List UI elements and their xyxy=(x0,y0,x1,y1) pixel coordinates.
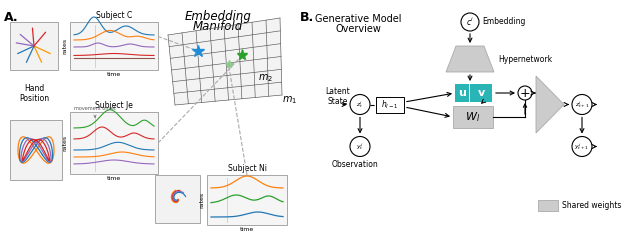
Text: rates: rates xyxy=(200,192,205,208)
Text: A.: A. xyxy=(4,11,19,24)
Text: Subject Je: Subject Je xyxy=(95,101,133,110)
Text: +: + xyxy=(520,86,531,99)
Polygon shape xyxy=(446,46,494,72)
Text: time: time xyxy=(107,176,121,181)
Text: B.: B. xyxy=(300,11,314,24)
Text: $z^i_t$: $z^i_t$ xyxy=(356,99,364,110)
Text: Latent
State: Latent State xyxy=(326,87,350,106)
FancyBboxPatch shape xyxy=(538,200,558,211)
Text: $W_l$: $W_l$ xyxy=(465,110,481,124)
FancyBboxPatch shape xyxy=(455,84,469,102)
Text: u: u xyxy=(458,88,466,98)
Text: $y^i_t$: $y^i_t$ xyxy=(356,141,364,152)
FancyBboxPatch shape xyxy=(70,22,158,70)
Text: $m_1$: $m_1$ xyxy=(282,94,297,106)
Polygon shape xyxy=(168,18,282,105)
Text: movement onset: movement onset xyxy=(74,106,116,111)
Text: Subject Ni: Subject Ni xyxy=(227,164,266,173)
Text: Embedding: Embedding xyxy=(184,10,252,23)
Text: Shared weights: Shared weights xyxy=(562,201,621,210)
Text: Overview: Overview xyxy=(335,24,381,34)
Text: $z^i_{t+1}$: $z^i_{t+1}$ xyxy=(575,99,589,110)
Text: time: time xyxy=(240,227,254,232)
FancyBboxPatch shape xyxy=(470,84,492,102)
Text: $y^i_{t+1}$: $y^i_{t+1}$ xyxy=(574,141,589,152)
FancyBboxPatch shape xyxy=(155,175,200,223)
Text: $c^i$: $c^i$ xyxy=(466,16,474,28)
Text: time: time xyxy=(107,72,121,77)
Text: Subject C: Subject C xyxy=(96,11,132,20)
Text: Hand
Position: Hand Position xyxy=(19,84,49,103)
Text: Manifold: Manifold xyxy=(193,20,243,33)
FancyBboxPatch shape xyxy=(453,106,493,128)
Text: rates: rates xyxy=(63,135,67,151)
FancyBboxPatch shape xyxy=(207,175,287,225)
Text: Embedding: Embedding xyxy=(482,17,525,26)
Text: Hypernetwork: Hypernetwork xyxy=(498,54,552,63)
Text: Generative Model: Generative Model xyxy=(315,14,401,24)
Text: v: v xyxy=(477,88,484,98)
Polygon shape xyxy=(536,76,564,133)
Text: $m_2$: $m_2$ xyxy=(258,72,273,84)
FancyBboxPatch shape xyxy=(10,120,62,180)
Text: rates: rates xyxy=(63,38,67,54)
Text: Observation: Observation xyxy=(332,159,378,169)
FancyBboxPatch shape xyxy=(70,112,158,174)
FancyBboxPatch shape xyxy=(376,97,404,112)
FancyBboxPatch shape xyxy=(10,22,58,70)
Text: $h_{l-1}$: $h_{l-1}$ xyxy=(381,98,399,111)
